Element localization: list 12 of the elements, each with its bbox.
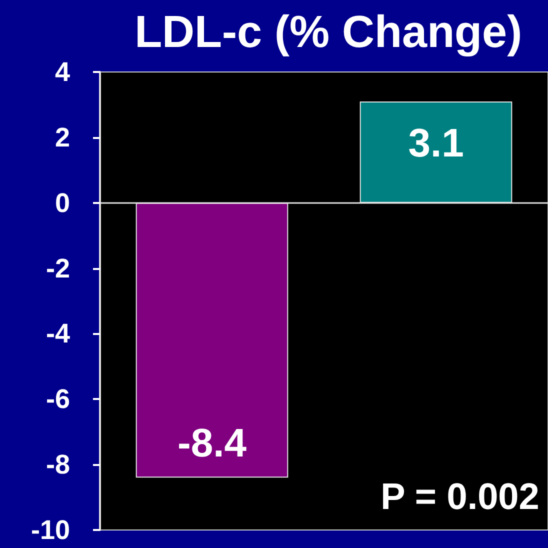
y-tick-label: 4 [54, 57, 70, 87]
data-label: -8.4 [178, 422, 248, 466]
y-tick-label: -10 [30, 515, 70, 545]
annotation: P = 0.002 [380, 476, 540, 517]
y-tick-label: -2 [46, 253, 70, 284]
y-tick-label: -8 [46, 450, 70, 480]
y-tick-label: 2 [54, 122, 70, 152]
y-tick-label: 0 [54, 188, 70, 218]
chart-title: LDL-c (% Change) [134, 6, 522, 57]
data-label: 3.1 [408, 121, 464, 166]
y-tick-label: -6 [46, 384, 70, 414]
y-tick-label: -4 [46, 318, 70, 349]
